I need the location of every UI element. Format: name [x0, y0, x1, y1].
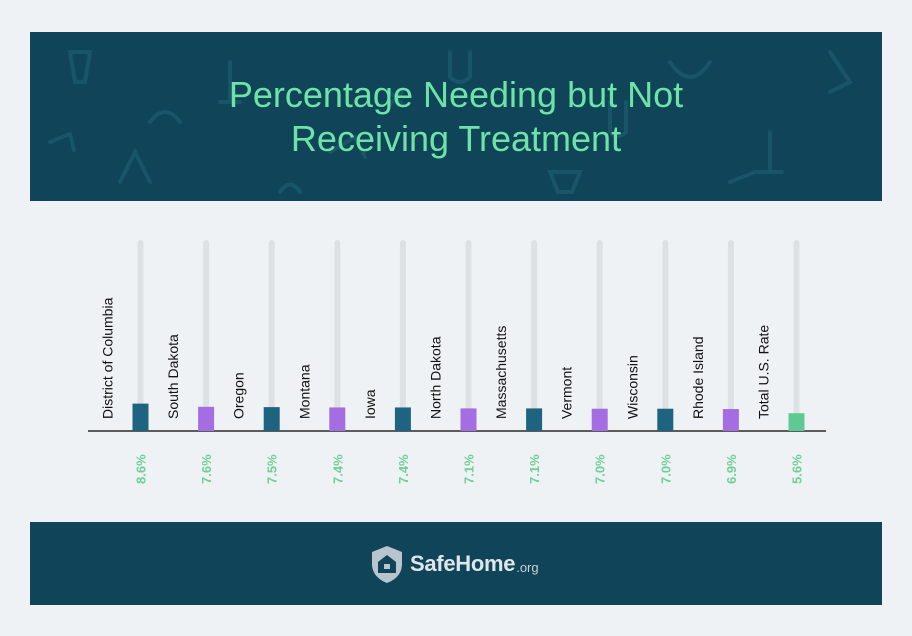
- bar: [788, 413, 805, 431]
- pattern-shape: [728, 170, 757, 184]
- bar-track: [727, 240, 734, 431]
- bar: [198, 406, 215, 431]
- value-label: 7.0%: [593, 454, 608, 484]
- pattern-shape: [218, 60, 242, 104]
- value-label: 7.1%: [527, 454, 542, 484]
- pattern-shape: [48, 131, 76, 152]
- category-label: South Dakota: [165, 334, 181, 419]
- category-label: Massachusetts: [493, 326, 509, 419]
- pattern-shape: [608, 100, 628, 138]
- pattern-shape: [388, 90, 404, 106]
- bar-track: [268, 240, 275, 431]
- bar-track: [203, 240, 210, 431]
- brand-name: SafeHome: [410, 551, 516, 576]
- category-label: Total U.S. Rate: [756, 325, 772, 419]
- category-label: Oregon: [231, 372, 247, 419]
- category-label: Rhode Island: [690, 336, 706, 419]
- category-label: North Dakota: [428, 336, 444, 419]
- pattern-shape: [668, 60, 712, 79]
- pattern-shape: [67, 50, 93, 84]
- category-label: Vermont: [559, 367, 575, 419]
- chart-title-line-2: Receiving Treatment: [290, 117, 622, 159]
- brand-logo: SafeHome .org: [370, 542, 539, 586]
- value-label: 8.6%: [134, 454, 149, 484]
- category-label: District of Columbia: [100, 297, 116, 419]
- value-label: 6.9%: [724, 454, 739, 484]
- bar-track: [793, 240, 800, 431]
- chart-title: Percentage Needing but Not Receiving Tre…: [30, 32, 882, 201]
- value-label: 7.0%: [658, 454, 673, 484]
- bar: [722, 409, 739, 431]
- bar-track: [531, 240, 538, 431]
- bar: [132, 403, 149, 431]
- bar: [263, 407, 280, 431]
- bar-track: [399, 240, 406, 431]
- footer-banner: SafeHome .org: [30, 522, 882, 605]
- pattern-shape: [756, 130, 784, 174]
- category-label: Montana: [296, 364, 312, 419]
- value-label: 7.5%: [265, 454, 280, 484]
- house-shield-icon: [372, 546, 402, 583]
- pattern-shape: [828, 50, 853, 94]
- pattern-shape: [118, 147, 152, 184]
- value-label: 7.4%: [396, 454, 411, 484]
- bar: [591, 408, 608, 431]
- pattern-shape: [148, 110, 182, 124]
- category-label: Iowa: [362, 389, 378, 419]
- value-label: 7.6%: [199, 454, 214, 484]
- bar: [657, 408, 674, 431]
- bar-track: [465, 240, 472, 431]
- glassware-pattern: [48, 50, 853, 194]
- bar: [526, 408, 543, 431]
- pattern-shape: [448, 50, 472, 84]
- bar-track: [137, 240, 144, 431]
- bar-track: [596, 240, 603, 431]
- pattern-shape: [278, 182, 302, 194]
- bar-track: [334, 240, 341, 431]
- bar: [394, 407, 411, 431]
- value-label: 7.1%: [462, 454, 477, 484]
- bar-track: [662, 240, 669, 431]
- bar: [329, 407, 346, 431]
- pattern-shape: [328, 134, 367, 159]
- bar: [460, 408, 477, 431]
- value-label: 5.6%: [790, 454, 805, 484]
- chart-title-line-1: Percentage Needing but Not: [228, 73, 684, 115]
- brand-tld: .org: [516, 559, 539, 575]
- pattern-shape: [547, 170, 583, 194]
- category-label: Wisconsin: [624, 355, 640, 419]
- value-label: 7.4%: [330, 454, 345, 484]
- header-banner: Percentage Needing but Not Receiving Tre…: [30, 32, 882, 201]
